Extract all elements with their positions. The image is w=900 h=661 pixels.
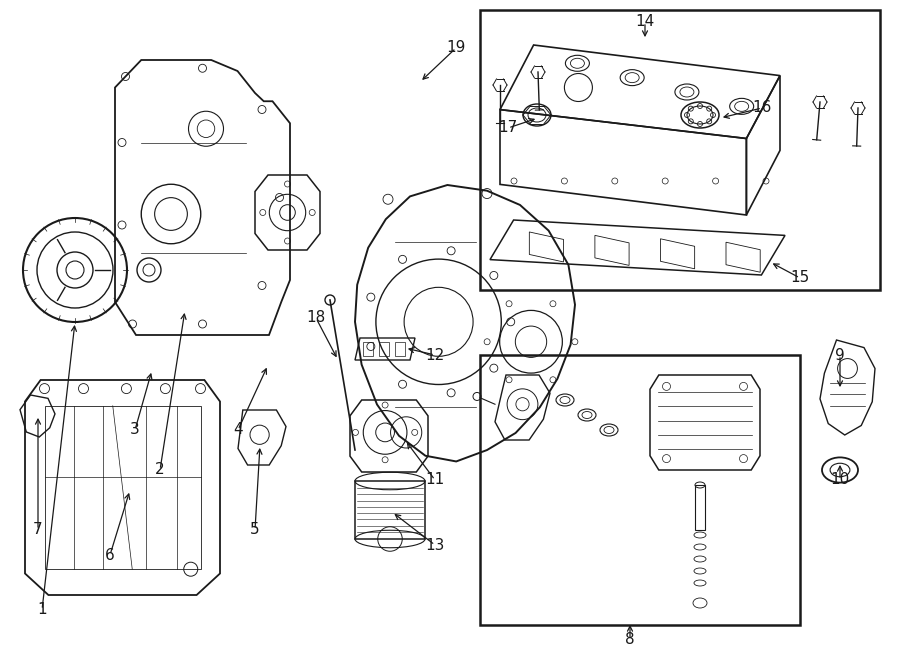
Bar	[695, 485, 705, 530]
Text: 11: 11	[426, 473, 445, 488]
Text: 15: 15	[790, 270, 810, 286]
Bar	[480, 10, 880, 290]
Text: 8: 8	[626, 633, 634, 648]
Text: 16: 16	[752, 100, 771, 116]
Text: 10: 10	[831, 473, 850, 488]
Text: 14: 14	[635, 15, 654, 30]
Text: 2: 2	[155, 463, 165, 477]
Bar	[355, 481, 425, 539]
Text: 5: 5	[250, 522, 260, 537]
Bar	[480, 355, 800, 625]
Bar	[395, 342, 405, 356]
Text: 1: 1	[37, 602, 47, 617]
Bar	[379, 342, 389, 356]
Text: 18: 18	[306, 311, 326, 325]
Text: 9: 9	[835, 348, 845, 362]
Bar	[44, 406, 201, 569]
Text: 19: 19	[446, 40, 465, 56]
Text: 3: 3	[130, 422, 140, 438]
Text: 6: 6	[105, 547, 115, 563]
Bar	[363, 342, 373, 356]
Text: 12: 12	[426, 348, 445, 362]
Text: 13: 13	[426, 537, 445, 553]
Text: 4: 4	[233, 422, 243, 438]
Text: 7: 7	[33, 522, 43, 537]
Text: 17: 17	[499, 120, 517, 136]
